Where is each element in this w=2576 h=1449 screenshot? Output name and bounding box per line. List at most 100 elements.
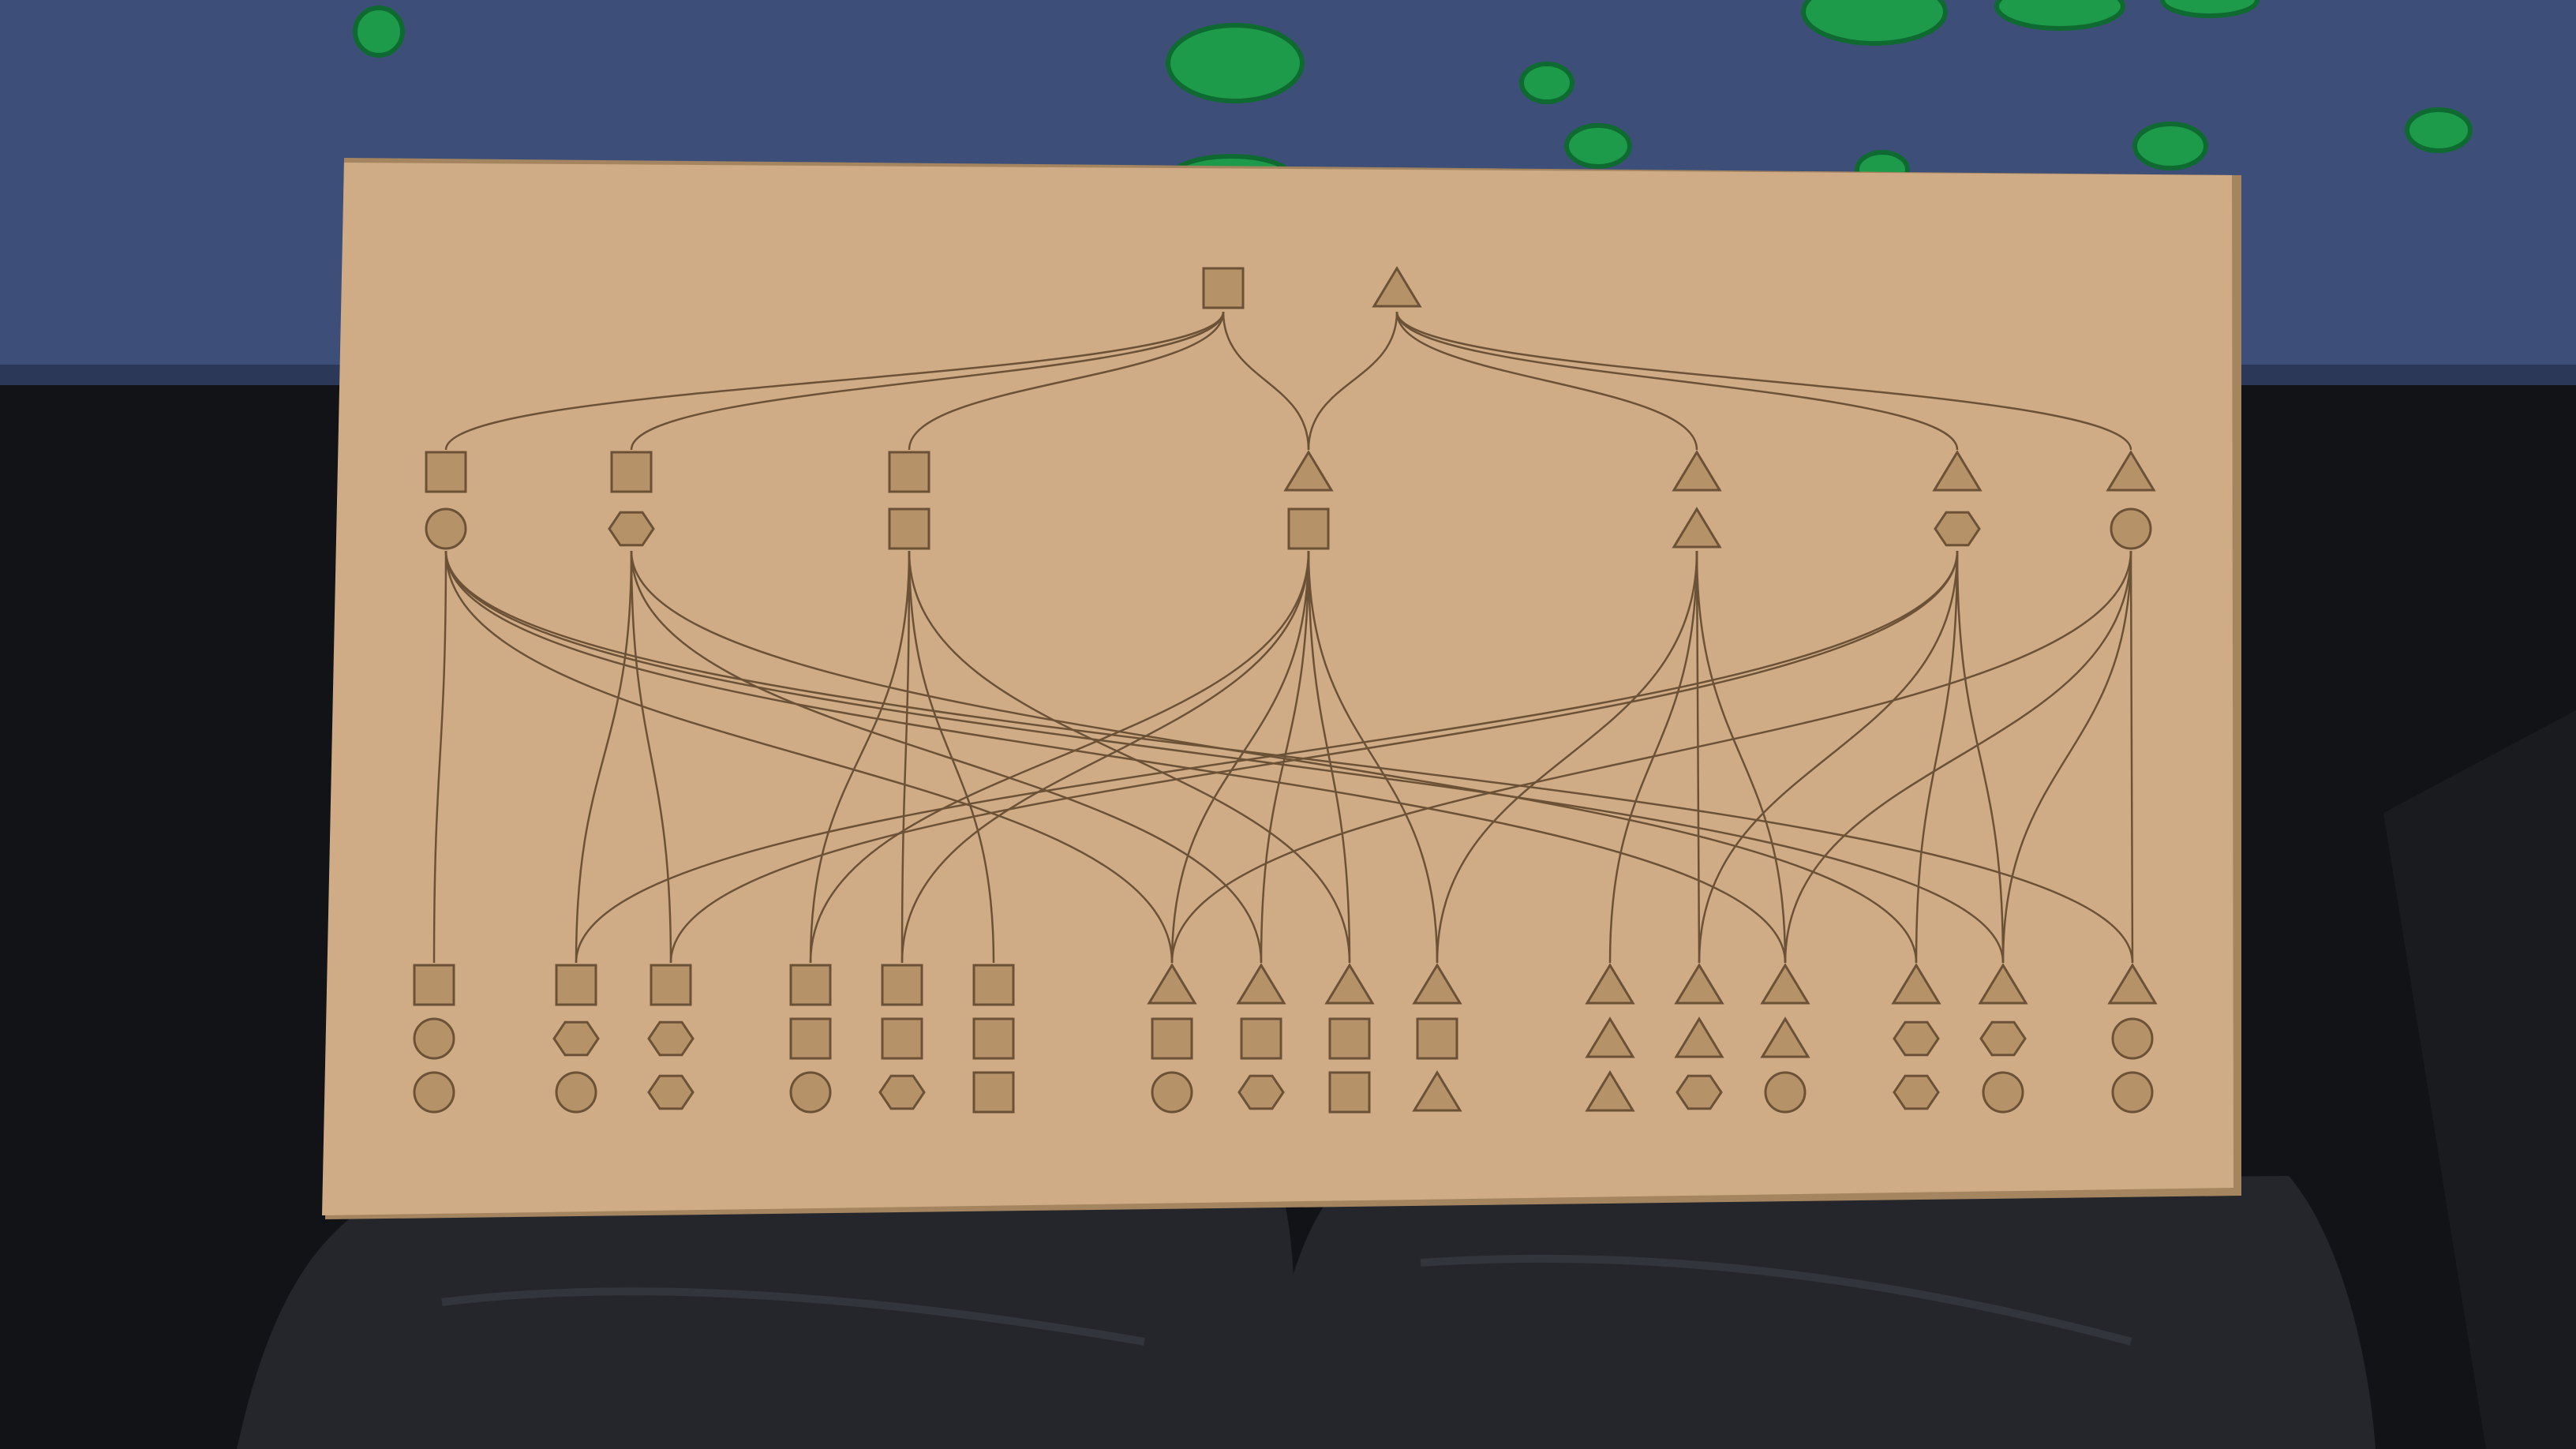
triangle-grandchild-10 bbox=[1585, 1017, 1635, 1058]
green-token bbox=[2160, 0, 2260, 18]
square-grandchild-0 bbox=[413, 964, 455, 1006]
child-grandchild-line bbox=[809, 550, 911, 964]
square-grandchild-5 bbox=[972, 1071, 1015, 1114]
triangle-grandchild-12 bbox=[1760, 963, 1810, 1005]
triangle-grandchild-7 bbox=[1236, 963, 1286, 1005]
parent-child-line bbox=[1222, 311, 1310, 451]
circle-grandchild-1 bbox=[555, 1071, 597, 1114]
square-grandchild-2 bbox=[650, 964, 692, 1006]
connector-lines bbox=[432, 311, 2134, 964]
square-parent bbox=[1202, 267, 1245, 309]
parent-child-line bbox=[630, 311, 1225, 451]
hexagon-grandchild-2 bbox=[647, 1020, 695, 1057]
square-child-3 bbox=[1287, 507, 1330, 550]
child-grandchild-line bbox=[575, 550, 1959, 964]
child-grandchild-line bbox=[1307, 550, 1439, 964]
square-grandchild-3 bbox=[789, 1017, 832, 1060]
green-token bbox=[1519, 62, 1574, 104]
child-grandchild-line bbox=[1170, 550, 2132, 964]
triangle-grandchild-9 bbox=[1412, 963, 1462, 1005]
child-grandchild-line bbox=[1436, 550, 1698, 964]
circle-grandchild-15 bbox=[2111, 1071, 2154, 1114]
triangle-child-3 bbox=[1283, 450, 1334, 492]
triangle-grandchild-12 bbox=[1760, 1017, 1810, 1058]
child-grandchild-line bbox=[1915, 550, 1959, 964]
child-grandchild-line bbox=[630, 550, 1918, 964]
trousers-left-leg bbox=[237, 1176, 1294, 1449]
triangle-grandchild-11 bbox=[1674, 1017, 1724, 1058]
parent-child-line bbox=[1395, 311, 1698, 451]
trousers-fold bbox=[1420, 1254, 2132, 1346]
child-grandchild-line bbox=[1260, 550, 1310, 964]
child-grandchild-line bbox=[1784, 550, 2132, 964]
circle-grandchild-14 bbox=[1982, 1071, 2024, 1114]
green-token bbox=[2405, 107, 2473, 153]
child-grandchild-line bbox=[1698, 550, 1959, 964]
triangle-grandchild-15 bbox=[2107, 963, 2158, 1005]
child-grandchild-line bbox=[908, 550, 995, 964]
child-grandchild-line bbox=[1695, 550, 1787, 964]
square-grandchild-4 bbox=[881, 1017, 923, 1060]
child-grandchild-line bbox=[1956, 550, 2005, 964]
engraved-shapes bbox=[413, 266, 2158, 1114]
triangle-grandchild-11 bbox=[1674, 963, 1724, 1005]
circle-grandchild-3 bbox=[789, 1071, 832, 1114]
triangle-grandchild-10 bbox=[1585, 1070, 1635, 1112]
child-grandchild-line bbox=[900, 550, 911, 964]
circle-grandchild-0 bbox=[413, 1071, 455, 1114]
child-grandchild-line bbox=[809, 550, 1310, 964]
hexagon-grandchild-13 bbox=[1893, 1020, 1940, 1057]
triangle-parent bbox=[1372, 266, 1422, 308]
square-child-2 bbox=[888, 507, 930, 550]
square-grandchild-4 bbox=[881, 964, 923, 1006]
square-grandchild-3 bbox=[789, 964, 832, 1006]
triangle-grandchild-6 bbox=[1147, 963, 1197, 1005]
triangle-child-5 bbox=[1932, 450, 1983, 492]
square-grandchild-5 bbox=[972, 1017, 1015, 1060]
circle-grandchild-12 bbox=[1764, 1071, 1807, 1114]
hexagon-grandchild-14 bbox=[1979, 1020, 2027, 1057]
hexagon-grandchild-7 bbox=[1237, 1074, 1285, 1110]
child-grandchild-line bbox=[432, 550, 447, 964]
triangle-grandchild-10 bbox=[1585, 963, 1635, 1005]
triangle-child-4 bbox=[1672, 507, 1722, 549]
triangle-grandchild-14 bbox=[1978, 963, 2028, 1005]
hexagon-child-5 bbox=[1934, 511, 1981, 547]
child-grandchild-line bbox=[1170, 550, 1310, 964]
square-grandchild-7 bbox=[1240, 1017, 1282, 1060]
child-grandchild-line bbox=[444, 550, 1787, 964]
square-grandchild-8 bbox=[1328, 1071, 1371, 1114]
child-grandchild-line bbox=[444, 550, 1174, 964]
child-grandchild-line bbox=[1695, 550, 1701, 964]
hexagon-grandchild-1 bbox=[552, 1020, 600, 1057]
square-grandchild-5 bbox=[972, 964, 1015, 1006]
mdf-board bbox=[322, 163, 2233, 1215]
child-grandchild-line bbox=[630, 550, 672, 964]
right-dark-object bbox=[2383, 710, 2576, 1449]
square-grandchild-6 bbox=[1151, 1017, 1193, 1060]
child-grandchild-line bbox=[444, 550, 2005, 964]
square-child-1 bbox=[610, 451, 653, 493]
parent-child-line bbox=[1395, 311, 2132, 451]
parent-child-line bbox=[444, 311, 1225, 451]
green-token bbox=[1564, 123, 1632, 169]
square-grandchild-1 bbox=[555, 964, 597, 1006]
green-token bbox=[2132, 122, 2208, 170]
child-grandchild-line bbox=[630, 550, 1263, 964]
parent-child-line bbox=[908, 311, 1225, 451]
hexagon-grandchild-11 bbox=[1676, 1074, 1723, 1110]
triangle-grandchild-8 bbox=[1324, 963, 1375, 1005]
square-grandchild-8 bbox=[1328, 1017, 1371, 1060]
square-child-0 bbox=[425, 451, 467, 493]
trousers-fold bbox=[441, 1287, 1145, 1346]
green-token bbox=[1801, 0, 1948, 46]
circle-grandchild-15 bbox=[2111, 1017, 2154, 1060]
circle-grandchild-6 bbox=[1151, 1071, 1193, 1114]
square-grandchild-9 bbox=[1416, 1017, 1458, 1060]
trousers-right-leg bbox=[1263, 1176, 2376, 1449]
circle-child-6 bbox=[2110, 507, 2152, 550]
triangle-child-6 bbox=[2106, 450, 2156, 492]
triangle-grandchild-9 bbox=[1412, 1070, 1462, 1112]
hexagon-grandchild-4 bbox=[878, 1074, 926, 1110]
